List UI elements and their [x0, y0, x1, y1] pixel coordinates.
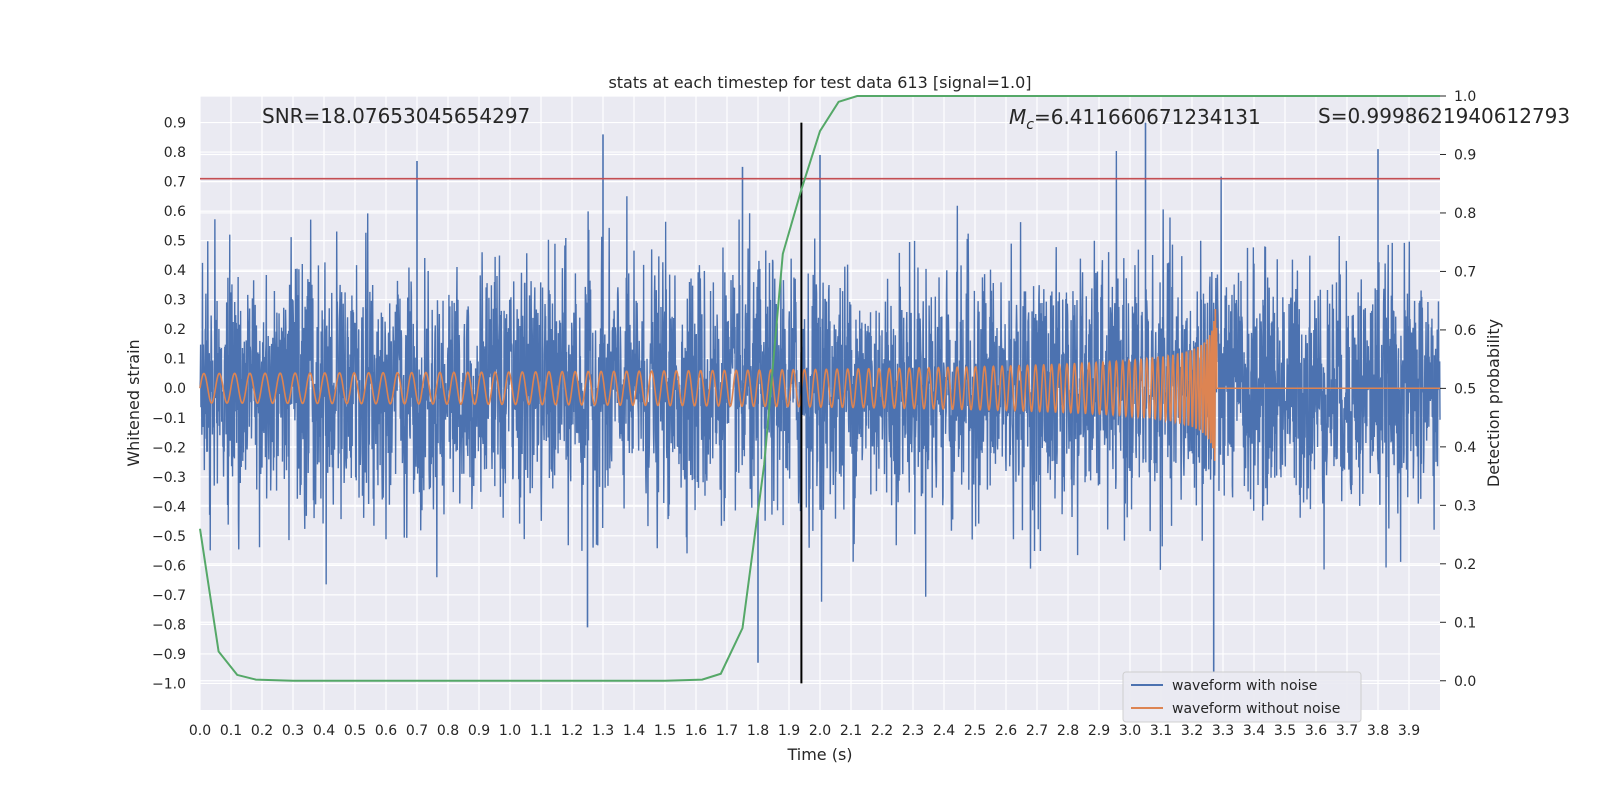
y2-tick-label: 0.3 — [1454, 498, 1476, 514]
legend: waveform with noise waveform without noi… — [1122, 671, 1362, 723]
chirp-mass-subscript: c — [1026, 117, 1034, 133]
x-tick-label: 3.8 — [1367, 723, 1389, 739]
legend-label-clean: waveform without noise — [1172, 701, 1340, 717]
x-tick-label: 2.3 — [902, 723, 924, 739]
x-tick-label: 2.9 — [1088, 723, 1110, 739]
x-tick-label: 2.7 — [1026, 723, 1048, 739]
y-tick-label: −0.7 — [152, 588, 186, 604]
y2-tick-label: 0.0 — [1454, 674, 1476, 690]
score-annotation: S=0.9998621940612793 — [1318, 104, 1570, 128]
snr-annotation: SNR=18.07653045654297 — [262, 104, 530, 128]
x-tick-label: 0.6 — [375, 723, 397, 739]
x-tick-label: 1.8 — [747, 723, 769, 739]
legend-frame — [1122, 671, 1362, 723]
x-tick-label: 2.5 — [964, 723, 986, 739]
y-tick-label: −0.9 — [152, 647, 186, 663]
y2-tick-label: 0.6 — [1454, 323, 1476, 339]
x-tick-label: 1.0 — [499, 723, 521, 739]
x-tick-label: 0.5 — [344, 723, 366, 739]
x-tick-label: 2.1 — [840, 723, 862, 739]
x-tick-label: 0.3 — [282, 723, 304, 739]
y2-axis-label: Detection probability — [1484, 319, 1503, 487]
y-tick-label: −0.3 — [152, 470, 186, 486]
x-tick-label: 3.4 — [1243, 723, 1265, 739]
series-waveform-without-noise — [199, 309, 1440, 461]
x-tick-label: 0.0 — [189, 723, 211, 739]
y-tick-label: 0.3 — [164, 293, 186, 309]
x-tick-label: 3.2 — [1181, 723, 1203, 739]
legend-label-noise: waveform with noise — [1172, 678, 1317, 694]
y2-tick-label: 0.1 — [1454, 615, 1476, 631]
y2-tick-label: 0.7 — [1454, 264, 1476, 280]
y-tick-label: 0.8 — [164, 145, 186, 161]
x-tick-label: 3.5 — [1274, 723, 1296, 739]
x-tick-label: 3.1 — [1150, 723, 1172, 739]
x-tick-label: 2.2 — [871, 723, 893, 739]
x-tick-label: 3.3 — [1212, 723, 1234, 739]
x-tick-label: 2.4 — [933, 723, 955, 739]
y-tick-label: −0.4 — [152, 499, 186, 515]
x-tick-label: 3.9 — [1398, 723, 1420, 739]
noise-waveform-line — [199, 150, 1441, 602]
y2-tick-label: 0.4 — [1454, 440, 1476, 456]
y-tick-labels: −1.0 −0.9 −0.8 −0.7 −0.6 −0.5 −0.4 −0.3 −0.2 −0.1… — [152, 116, 186, 693]
chirp-mass-symbol: M — [1009, 105, 1026, 129]
chart-title: stats at each timestep for test data 613… — [608, 73, 1031, 92]
y-tick-label: 0.0 — [164, 381, 186, 397]
x-tick-label: 3.0 — [1119, 723, 1141, 739]
reference-lines — [200, 122, 1440, 684]
x-tick-label: 0.9 — [468, 723, 490, 739]
x-tick-label: 1.4 — [623, 723, 645, 739]
chirp-mass-annotation: Mc=6.411660671234131 — [1009, 105, 1261, 133]
y-tick-label: −0.8 — [152, 617, 186, 633]
x-tick-label: 2.0 — [809, 723, 831, 739]
y-tick-label: −0.1 — [152, 411, 186, 427]
y2-tick-label: 0.8 — [1454, 206, 1476, 222]
y-tick-label: 0.6 — [164, 204, 186, 220]
clean-waveform-line — [199, 309, 1440, 461]
x-tick-label: 0.2 — [251, 723, 273, 739]
x-tick-labels: 0.0 0.1 0.2 0.3 0.4 0.5 0.6 0.7 0.8 0.9 1.0 1.1 1.2 1… — [189, 723, 1420, 739]
series-detection-probability — [199, 95, 1440, 682]
x-tick-label: 1.9 — [778, 723, 800, 739]
detection-probability-line — [199, 95, 1440, 682]
y-tick-label: −0.5 — [152, 529, 186, 545]
x-tick-label: 0.4 — [313, 723, 335, 739]
x-tick-label: 1.3 — [592, 723, 614, 739]
x-tick-label: 3.6 — [1305, 723, 1327, 739]
x-tick-label: 1.6 — [685, 723, 707, 739]
x-axis-label: Time (s) — [786, 745, 852, 764]
y-tick-label: −0.6 — [152, 558, 186, 574]
y2-tick-label: 0.5 — [1454, 381, 1476, 397]
y-tick-label: −1.0 — [152, 676, 186, 692]
chirp-mass-value: =6.411660671234131 — [1034, 105, 1261, 129]
y-tick-label: 0.1 — [164, 352, 186, 368]
x-tick-label: 1.1 — [530, 723, 552, 739]
y-tick-label: 0.7 — [164, 175, 186, 191]
y2-tick-label: 1.0 — [1454, 89, 1476, 105]
x-tick-label: 0.8 — [437, 723, 459, 739]
x-tick-label: 2.8 — [1057, 723, 1079, 739]
y-tick-label: 0.9 — [164, 116, 186, 132]
x-tick-label: 1.5 — [654, 723, 676, 739]
y2-tick-label: 0.2 — [1454, 557, 1476, 573]
y-tick-label: 0.2 — [164, 322, 186, 338]
y-axis-label: Whitened strain — [124, 339, 143, 466]
x-tick-label: 3.7 — [1336, 723, 1358, 739]
x-tick-label: 1.7 — [716, 723, 738, 739]
x-tick-label: 2.6 — [995, 723, 1017, 739]
y2-tick-label: 0.9 — [1454, 147, 1476, 163]
y-tick-label: 0.5 — [164, 234, 186, 250]
x-tick-label: 0.7 — [406, 723, 428, 739]
y-tick-label: −0.2 — [152, 440, 186, 456]
x-tick-label: 0.1 — [220, 723, 242, 739]
x-tick-label: 1.2 — [561, 723, 583, 739]
y2-tick-labels: 0.0 0.1 0.2 0.3 0.4 0.5 0.6 0.7 0.8 0.9 1.0 — [1440, 89, 1476, 690]
y-tick-label: 0.4 — [164, 263, 186, 279]
